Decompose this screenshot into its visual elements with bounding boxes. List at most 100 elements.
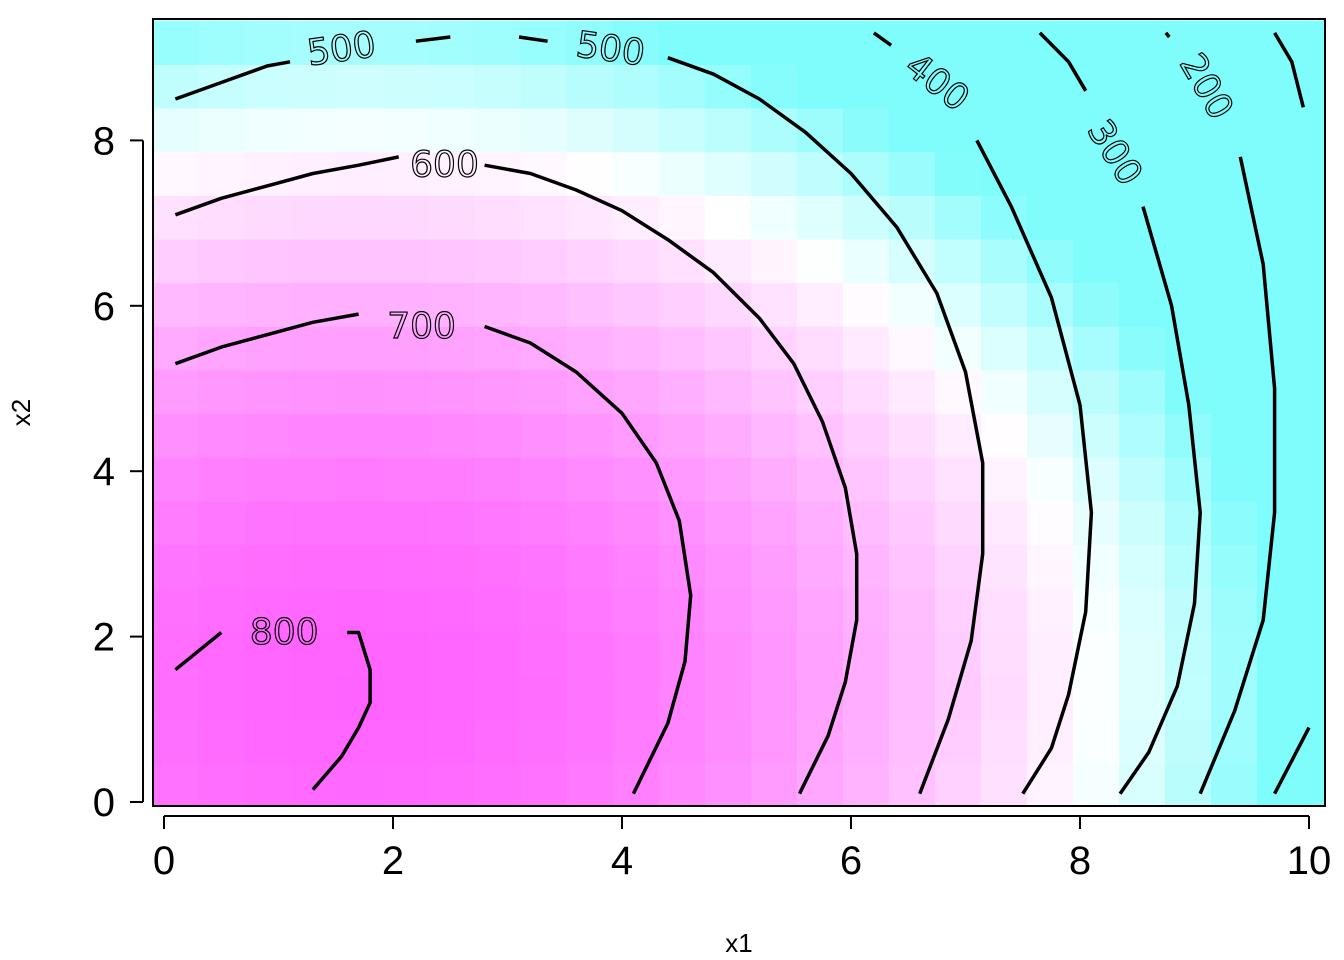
heatmap-cell	[796, 718, 844, 764]
heatmap-cell	[658, 64, 706, 109]
heatmap-cell	[520, 107, 568, 153]
heatmap-cell	[750, 762, 798, 806]
heatmap-cell	[1211, 64, 1258, 109]
heatmap-cell	[198, 631, 246, 676]
heatmap-cell	[290, 64, 338, 109]
heatmap-cell	[888, 20, 936, 65]
heatmap-cell	[658, 675, 706, 720]
heatmap-cell	[980, 195, 1028, 240]
heatmap-cell	[750, 107, 798, 153]
heatmap-cell	[428, 544, 476, 589]
heatmap-cell	[153, 238, 200, 284]
heatmap-cell	[336, 64, 384, 109]
heatmap-cell	[1257, 413, 1304, 458]
heatmap-cell	[1303, 107, 1325, 153]
heatmap-cell	[1073, 718, 1120, 764]
heatmap-cell	[888, 326, 936, 371]
heatmap-cell	[1257, 326, 1304, 371]
heatmap-cell	[1119, 718, 1166, 764]
heatmap-cell	[382, 675, 430, 720]
heatmap-cell	[1165, 64, 1212, 109]
heatmap-cell	[704, 107, 752, 153]
heatmap-cell	[474, 762, 522, 806]
heatmap-cell	[1303, 282, 1325, 327]
contour-line-500	[415, 35, 451, 43]
heatmap-cell	[566, 195, 614, 240]
heatmap-cell	[382, 195, 430, 240]
heatmap-cell	[336, 675, 384, 720]
heatmap-cell	[888, 457, 936, 502]
heatmap-cell	[428, 457, 476, 502]
heatmap-cell	[336, 20, 384, 65]
y-tick-label: 2	[93, 616, 115, 660]
heatmap-cell	[198, 369, 246, 415]
heatmap-cell	[750, 20, 798, 65]
heatmap-cell	[1303, 195, 1325, 240]
heatmap-cell	[336, 762, 384, 806]
heatmap-cell	[382, 369, 430, 415]
heatmap-cell	[474, 282, 522, 327]
heatmap-cell	[290, 369, 338, 415]
heatmap-cell	[1257, 631, 1304, 676]
heatmap-cell	[796, 500, 844, 545]
heatmap-cell	[980, 238, 1028, 284]
heatmap-cell	[1303, 457, 1325, 502]
heatmap-cell	[1119, 544, 1166, 589]
heatmap-cell	[658, 107, 706, 153]
contour-line-700	[484, 324, 693, 795]
contour-label-500: 500	[574, 24, 648, 74]
heatmap-cell	[336, 282, 384, 327]
heatmap-cell	[336, 413, 384, 458]
heatmap-cell	[382, 500, 430, 545]
contour-line-300	[1038, 31, 1088, 92]
x-axis-title: x1	[725, 928, 752, 958]
heatmap-cell	[980, 326, 1028, 371]
heatmap-cell	[1119, 500, 1166, 545]
heatmap-cell	[1165, 413, 1212, 458]
heatmap-cell	[704, 500, 752, 545]
heatmap-cell	[704, 151, 752, 196]
heatmap-cell	[934, 238, 982, 284]
heatmap-cell	[612, 369, 660, 415]
heatmap-cell	[658, 587, 706, 633]
heatmap-cell	[612, 631, 660, 676]
heatmap-cell	[658, 151, 706, 196]
heatmap-cell	[382, 20, 430, 65]
y-axis-title: x2	[6, 399, 36, 426]
heatmap-cell	[428, 675, 476, 720]
heatmap-cell	[153, 107, 200, 153]
heatmap-cell	[888, 500, 936, 545]
heatmap-cell	[382, 107, 430, 153]
contour-line-500	[518, 35, 548, 43]
contour-line-200	[1198, 156, 1277, 795]
heatmap-cell	[612, 457, 660, 502]
heatmap-cell	[428, 369, 476, 415]
heatmap-cell	[888, 675, 936, 720]
heatmap-cell	[566, 64, 614, 109]
heatmap-cell	[934, 457, 982, 502]
heatmap-cell	[244, 20, 292, 65]
heatmap-cell	[428, 238, 476, 284]
heatmap-cell	[382, 587, 430, 633]
heatmap-cell	[336, 151, 384, 196]
heatmap-cell	[612, 238, 660, 284]
heatmap-cell	[1211, 718, 1258, 764]
heatmap-cell	[612, 500, 660, 545]
heatmap-cell	[750, 326, 798, 371]
heatmap-cell	[382, 326, 430, 371]
heatmap-cell	[1165, 151, 1212, 196]
heatmap-cell	[1119, 631, 1166, 676]
heatmap-cell	[1303, 20, 1325, 65]
heatmap-cell	[520, 195, 568, 240]
heatmap-cell	[750, 413, 798, 458]
heatmap-cell	[382, 544, 430, 589]
contour-line-600	[484, 163, 859, 795]
heatmap-cell	[888, 413, 936, 458]
heatmap-cell	[198, 500, 246, 545]
heatmap-cell	[566, 282, 614, 327]
heatmap-cell	[474, 64, 522, 109]
x-tick-label: 10	[1287, 839, 1332, 883]
y-tick-label: 4	[93, 450, 115, 494]
heatmap-cell	[750, 544, 798, 589]
